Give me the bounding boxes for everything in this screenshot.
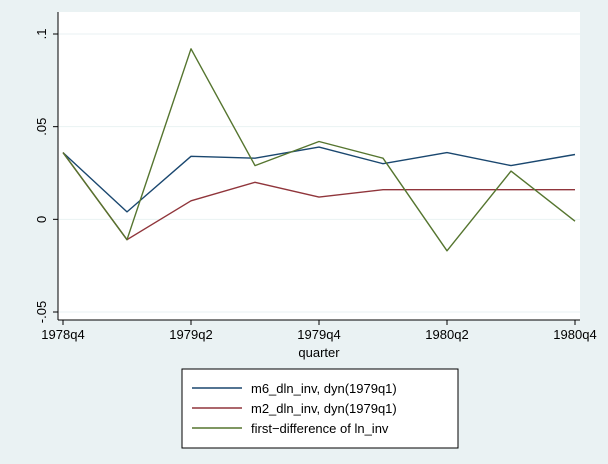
x-axis-ticks: 1978q4 1979q2 1979q4 1980q2 1980q4 [41,320,597,342]
x-tick-label: 1979q2 [169,327,212,342]
legend-label: first−difference of ln_inv [251,421,389,436]
y-axis-ticks: -.05 0 .05 .1 [34,29,58,323]
series-line [62,48,576,252]
x-tick-label: 1979q4 [297,327,340,342]
y-tick-label: 0 [34,216,49,223]
legend-label: m6_dln_inv, dyn(1979q1) [251,381,397,396]
legend-box [181,368,459,449]
y-tick-label: .05 [34,118,49,136]
x-tick-label: 1980q4 [553,327,596,342]
grid-lines [58,33,580,313]
y-tick-label: -.05 [34,301,49,323]
plot-area [58,12,580,320]
series-lines [62,48,576,252]
x-tick-label: 1978q4 [41,327,84,342]
legend: m6_dln_inv, dyn(1979q1) m2_dln_inv, dyn(1… [181,368,459,449]
x-tick-label: 1980q2 [425,327,468,342]
series-line [62,152,575,241]
series-line [62,146,576,213]
x-axis-title: quarter [298,345,340,360]
y-tick-label: .1 [34,29,49,40]
legend-label: m2_dln_inv, dyn(1979q1) [251,401,397,416]
